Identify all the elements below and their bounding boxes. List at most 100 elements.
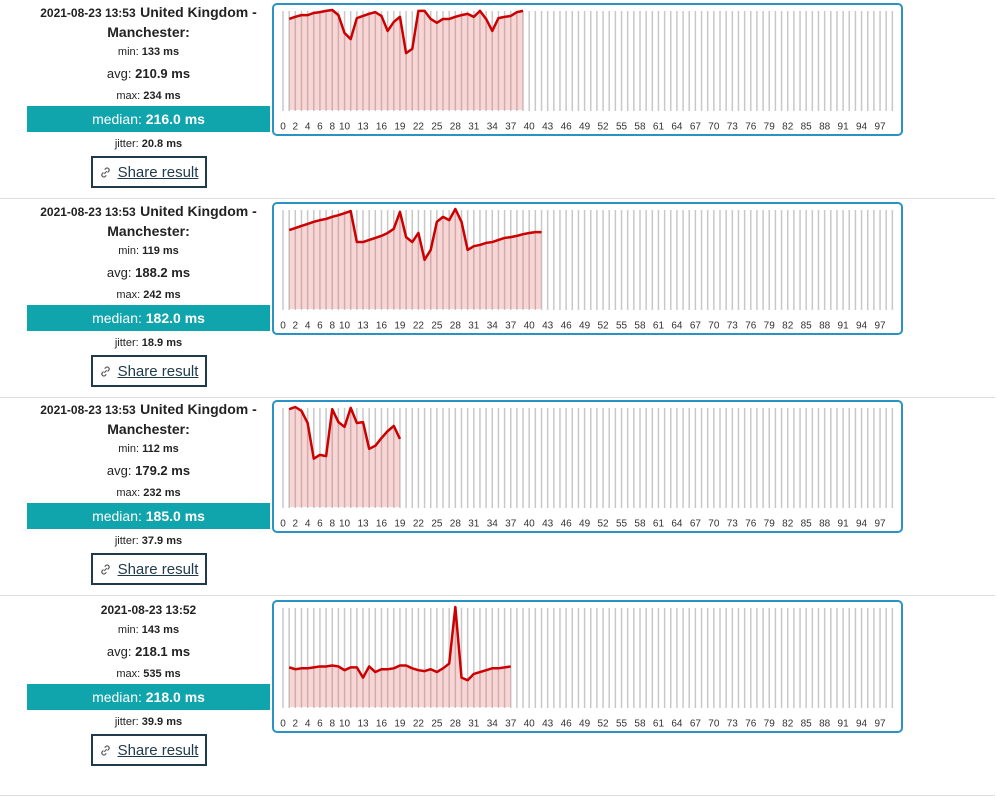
avg-label: avg: bbox=[106, 66, 132, 81]
x-tick-label: 82 bbox=[782, 519, 794, 530]
avg-row: avg: 188.2 ms bbox=[27, 261, 270, 285]
x-tick-label: 58 bbox=[634, 122, 646, 133]
x-tick-label: 88 bbox=[819, 122, 831, 133]
share-text: Share result bbox=[117, 163, 199, 181]
jitter-row: jitter: 39.9 ms bbox=[27, 711, 270, 733]
x-tick-label: 76 bbox=[745, 321, 757, 332]
avg-label: avg: bbox=[106, 463, 132, 478]
link-icon bbox=[100, 744, 110, 756]
result-header: 2021-08-23 13:52 bbox=[27, 600, 270, 620]
x-tick-label: 73 bbox=[727, 122, 739, 133]
link-icon bbox=[100, 563, 110, 575]
ping-chart: 0 2 4 6 8 10 13 16 19 22 25 28 31 34 37 40 43 46 49 52 55 58 6… bbox=[272, 202, 903, 335]
x-tick-label: 13 bbox=[357, 321, 369, 332]
line bbox=[288, 605, 511, 682]
share-text: Share result bbox=[117, 362, 199, 380]
max-label: max: bbox=[116, 668, 141, 680]
x-tick-label: 13 bbox=[357, 719, 369, 730]
x-tick-label: 22 bbox=[413, 122, 425, 133]
share-button[interactable]: Share result bbox=[90, 156, 207, 188]
timestamp: 2021-08-23 13:53 bbox=[40, 403, 136, 417]
x-tick-label: 64 bbox=[671, 122, 683, 133]
line bbox=[288, 207, 542, 262]
x-tick-label: 25 bbox=[431, 321, 443, 332]
x-tick-label: 70 bbox=[708, 321, 720, 332]
x-tick-label: 79 bbox=[764, 719, 776, 730]
x-tick-label: 91 bbox=[838, 321, 850, 332]
x-tick-label: 46 bbox=[561, 719, 573, 730]
result-block: 2021-08-23 13:52 min: 143 ms avg: 218.1 ms… bbox=[0, 597, 995, 796]
link-icon bbox=[100, 365, 110, 377]
share-button[interactable]: Share result bbox=[90, 734, 207, 766]
x-tick-label: 22 bbox=[413, 321, 425, 332]
x-tick-label: 97 bbox=[874, 719, 886, 730]
x-tick-label: 31 bbox=[468, 321, 480, 332]
x-tick-label: 4 bbox=[305, 321, 311, 332]
jitter-value: 18.9 ms bbox=[141, 337, 183, 349]
x-tick-label: 2 bbox=[293, 519, 299, 530]
share-button[interactable]: Share result bbox=[90, 553, 207, 585]
x-tick-label: 76 bbox=[745, 719, 757, 730]
median-row: median: 218.0 ms bbox=[27, 684, 270, 710]
x-tick-label: 34 bbox=[487, 321, 499, 332]
x-tick-label: 16 bbox=[376, 519, 388, 530]
median-value: 216.0 ms bbox=[145, 111, 205, 127]
x-tick-label: 88 bbox=[819, 719, 831, 730]
jitter-value: 20.8 ms bbox=[141, 138, 183, 150]
x-tick-label: 37 bbox=[505, 321, 517, 332]
location: United Kingdom - Manchester: bbox=[107, 203, 257, 239]
result-summary: 2021-08-23 13:52 min: 143 ms avg: 218.1 ms… bbox=[27, 600, 270, 766]
avg-row: avg: 218.1 ms bbox=[27, 640, 270, 664]
x-tick-label: 85 bbox=[801, 519, 813, 530]
jitter-label: jitter: bbox=[114, 138, 139, 150]
jitter-label: jitter: bbox=[114, 535, 139, 547]
x-tick-label: 91 bbox=[838, 122, 850, 133]
min-row: min: 119 ms bbox=[27, 241, 270, 261]
max-row: max: 232 ms bbox=[27, 483, 270, 503]
share-button[interactable]: Share result bbox=[90, 355, 207, 387]
jitter-label: jitter: bbox=[114, 716, 139, 728]
x-tick-label: 49 bbox=[579, 122, 591, 133]
share-text: Share result bbox=[117, 560, 199, 578]
x-tick-label: 49 bbox=[579, 321, 591, 332]
x-tick-label: 28 bbox=[450, 519, 462, 530]
x-tick-label: 10 bbox=[339, 719, 351, 730]
x-tick-label: 34 bbox=[487, 719, 499, 730]
x-tick-label: 19 bbox=[394, 321, 406, 332]
x-tick-label: 31 bbox=[468, 519, 480, 530]
x-tick-label: 10 bbox=[339, 321, 351, 332]
x-tick-label: 67 bbox=[690, 122, 702, 133]
max-row: max: 535 ms bbox=[27, 664, 270, 684]
x-tick-label: 2 bbox=[293, 122, 299, 133]
min-row: min: 112 ms bbox=[27, 439, 270, 459]
x-tick-label: 37 bbox=[505, 519, 517, 530]
median-value: 182.0 ms bbox=[145, 310, 205, 326]
timestamp: 2021-08-23 13:52 bbox=[100, 603, 197, 617]
x-tick-label: 25 bbox=[431, 719, 443, 730]
x-tick-label: 97 bbox=[874, 122, 886, 133]
x-tick-label: 61 bbox=[653, 122, 665, 133]
x-tick-label: 25 bbox=[431, 519, 443, 530]
x-tick-label: 16 bbox=[376, 122, 388, 133]
min-value: 143 ms bbox=[141, 624, 180, 636]
x-tick-label: 28 bbox=[450, 719, 462, 730]
x-tick-label: 8 bbox=[329, 321, 335, 332]
x-tick-label: 22 bbox=[413, 519, 425, 530]
avg-label: avg: bbox=[106, 265, 132, 280]
location: United Kingdom - Manchester: bbox=[107, 401, 257, 437]
result-block: 2021-08-23 13:53 United Kingdom - Manche… bbox=[0, 199, 995, 398]
x-tick-label: 58 bbox=[634, 519, 646, 530]
timestamp: 2021-08-23 13:53 bbox=[40, 6, 136, 20]
x-tick-label: 52 bbox=[597, 321, 609, 332]
link-icon-shape bbox=[100, 563, 110, 575]
x-tick-label: 43 bbox=[542, 321, 554, 332]
jitter-value: 39.9 ms bbox=[141, 716, 183, 728]
result-summary: 2021-08-23 13:53 United Kingdom - Manche… bbox=[27, 3, 270, 188]
link-icon-shape bbox=[100, 166, 110, 178]
avg-value: 218.1 ms bbox=[135, 644, 191, 659]
x-tick-label: 97 bbox=[874, 519, 886, 530]
max-value: 242 ms bbox=[143, 289, 181, 301]
jitter-row: jitter: 20.8 ms bbox=[27, 133, 270, 155]
avg-value: 188.2 ms bbox=[135, 265, 191, 280]
x-tick-label: 70 bbox=[708, 122, 720, 133]
